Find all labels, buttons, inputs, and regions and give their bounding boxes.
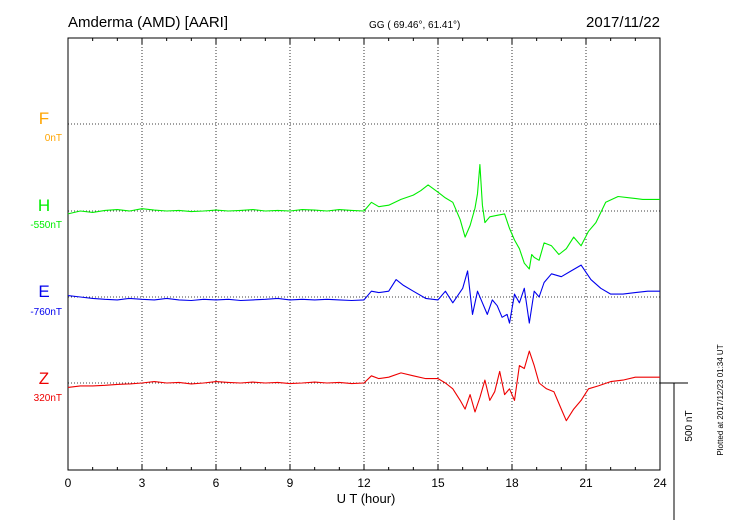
grid-lines: [68, 38, 660, 470]
x-tick-label: 6: [213, 476, 220, 490]
x-axis-label: U T (hour): [337, 491, 396, 506]
f-baseline-value: 0nT: [45, 133, 62, 144]
series-e-line: [67, 264, 660, 324]
x-tick-label: 9: [287, 476, 294, 490]
scale-bar: 500 nT: [660, 382, 695, 520]
e-baseline-value: -760nT: [30, 307, 62, 318]
h-component-label: H: [38, 196, 50, 215]
x-tick-label: 12: [357, 476, 371, 490]
plotted-note: Plotted at 2017/12/23 01:34 UT: [716, 344, 725, 455]
x-axis-ticks: 0 3 6 9 12 15 18 21 24: [65, 38, 667, 490]
series-h-line: [67, 164, 660, 270]
x-tick-label: 21: [579, 476, 593, 490]
z-baseline-value: 320nT: [34, 393, 62, 404]
x-tick-label: 15: [431, 476, 445, 490]
x-tick-label: 0: [65, 476, 72, 490]
f-component-label: F: [39, 109, 49, 128]
e-component-label: E: [38, 282, 49, 301]
z-component-label: Z: [39, 369, 49, 388]
date-label: 2017/11/22: [586, 14, 660, 31]
coordinates-label: GG ( 69.46°, 61.41°): [369, 20, 460, 31]
scale-bar-label: 500 nT: [684, 410, 695, 441]
x-tick-label: 18: [505, 476, 519, 490]
station-title: Amderma (AMD) [AARI]: [68, 14, 228, 31]
x-tick-label: 3: [139, 476, 146, 490]
series-lines: [67, 164, 660, 422]
x-tick-label: 24: [653, 476, 667, 490]
h-baseline-value: -550nT: [30, 220, 62, 231]
series-z-line: [67, 350, 660, 422]
